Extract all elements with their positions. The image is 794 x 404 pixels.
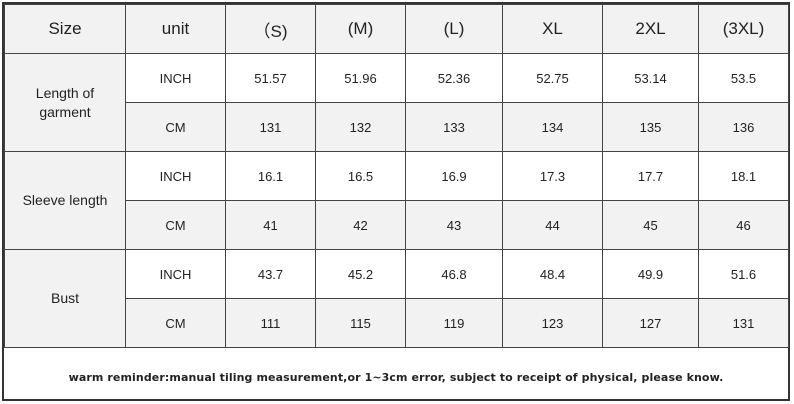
value-cell: 46 (698, 200, 789, 250)
unit-cell: INCH (125, 53, 226, 103)
unit-cell: INCH (125, 151, 226, 201)
row-label-length: Length of garment (4, 53, 126, 152)
value-cell: 18.1 (698, 151, 789, 201)
value-cell: 136 (698, 102, 789, 152)
table-row: CM 41 42 43 44 45 46 (5, 200, 789, 250)
row-label-line: Sleeve length (22, 192, 108, 208)
value-cell: 49.9 (602, 249, 699, 299)
value-cell: 43 (405, 200, 503, 250)
value-cell: 135 (602, 102, 699, 152)
value-cell: 134 (502, 102, 603, 152)
table-row: Bust INCH 43.7 45.2 46.8 48.4 49.9 51.6 (4, 249, 789, 348)
header-2xl: 2XL (602, 4, 699, 54)
header-size: Size (4, 4, 126, 54)
value-cell: 133 (405, 102, 503, 152)
unit-cell: CM (125, 298, 226, 348)
value-cell: 119 (405, 298, 503, 348)
value-cell: 46.8 (405, 249, 503, 299)
value-cell: 48.4 (502, 249, 603, 299)
value-cell: 53.14 (602, 53, 699, 103)
value-cell: 131 (225, 102, 316, 152)
header-unit: unit (125, 4, 226, 54)
header-xl: XL (502, 4, 603, 54)
header-s: （S) (225, 4, 316, 54)
table-row: Length of garment INCH 51.57 51.96 52.36… (4, 53, 789, 152)
value-cell: 51.6 (698, 249, 789, 299)
table-row: CM 131 132 133 134 135 136 (5, 102, 789, 152)
row-label-sleeve: Sleeve length (4, 151, 126, 250)
unit-cell: CM (125, 200, 226, 250)
row-label-line: Bust (50, 290, 79, 306)
value-cell: 52.75 (502, 53, 603, 103)
size-table: Size unit （S) (M) (L) XL 2XL (3XL) Lengt… (4, 4, 789, 348)
value-cell: 45.2 (315, 249, 406, 299)
value-cell: 53.5 (698, 53, 789, 103)
value-cell: 127 (602, 298, 699, 348)
unit-cell: INCH (125, 249, 226, 299)
row-label-line: Length of (35, 84, 95, 101)
value-cell: 16.9 (405, 151, 503, 201)
value-cell: 123 (502, 298, 603, 348)
warm-reminder-note: warm reminder:manual tiling measurement,… (68, 370, 724, 384)
value-cell: 51.57 (225, 53, 316, 103)
unit-cell: CM (125, 102, 226, 152)
value-cell: 44 (502, 200, 603, 250)
header-m: (M) (315, 4, 406, 54)
value-cell: 16.5 (315, 151, 406, 201)
value-cell: 16.1 (225, 151, 316, 201)
table-row: CM 111 115 119 123 127 131 (5, 298, 789, 348)
value-cell: 43.7 (225, 249, 316, 299)
value-cell: 115 (315, 298, 406, 348)
table-row: Sleeve length INCH 16.1 16.5 16.9 17.3 1… (4, 151, 789, 250)
header-3xl: (3XL) (698, 4, 789, 54)
value-cell: 131 (698, 298, 789, 348)
value-cell: 17.7 (602, 151, 699, 201)
header-l: (L) (405, 4, 503, 54)
value-cell: 52.36 (405, 53, 503, 103)
row-label-bust: Bust (4, 249, 126, 348)
value-cell: 17.3 (502, 151, 603, 201)
value-cell: 41 (225, 200, 316, 250)
value-cell: 111 (225, 298, 316, 348)
row-label-line: garment (39, 103, 91, 120)
value-cell: 51.96 (315, 53, 406, 103)
header-row: Size unit （S) (M) (L) XL 2XL (3XL) (4, 4, 789, 54)
value-cell: 45 (602, 200, 699, 250)
value-cell: 132 (315, 102, 406, 152)
value-cell: 42 (315, 200, 406, 250)
